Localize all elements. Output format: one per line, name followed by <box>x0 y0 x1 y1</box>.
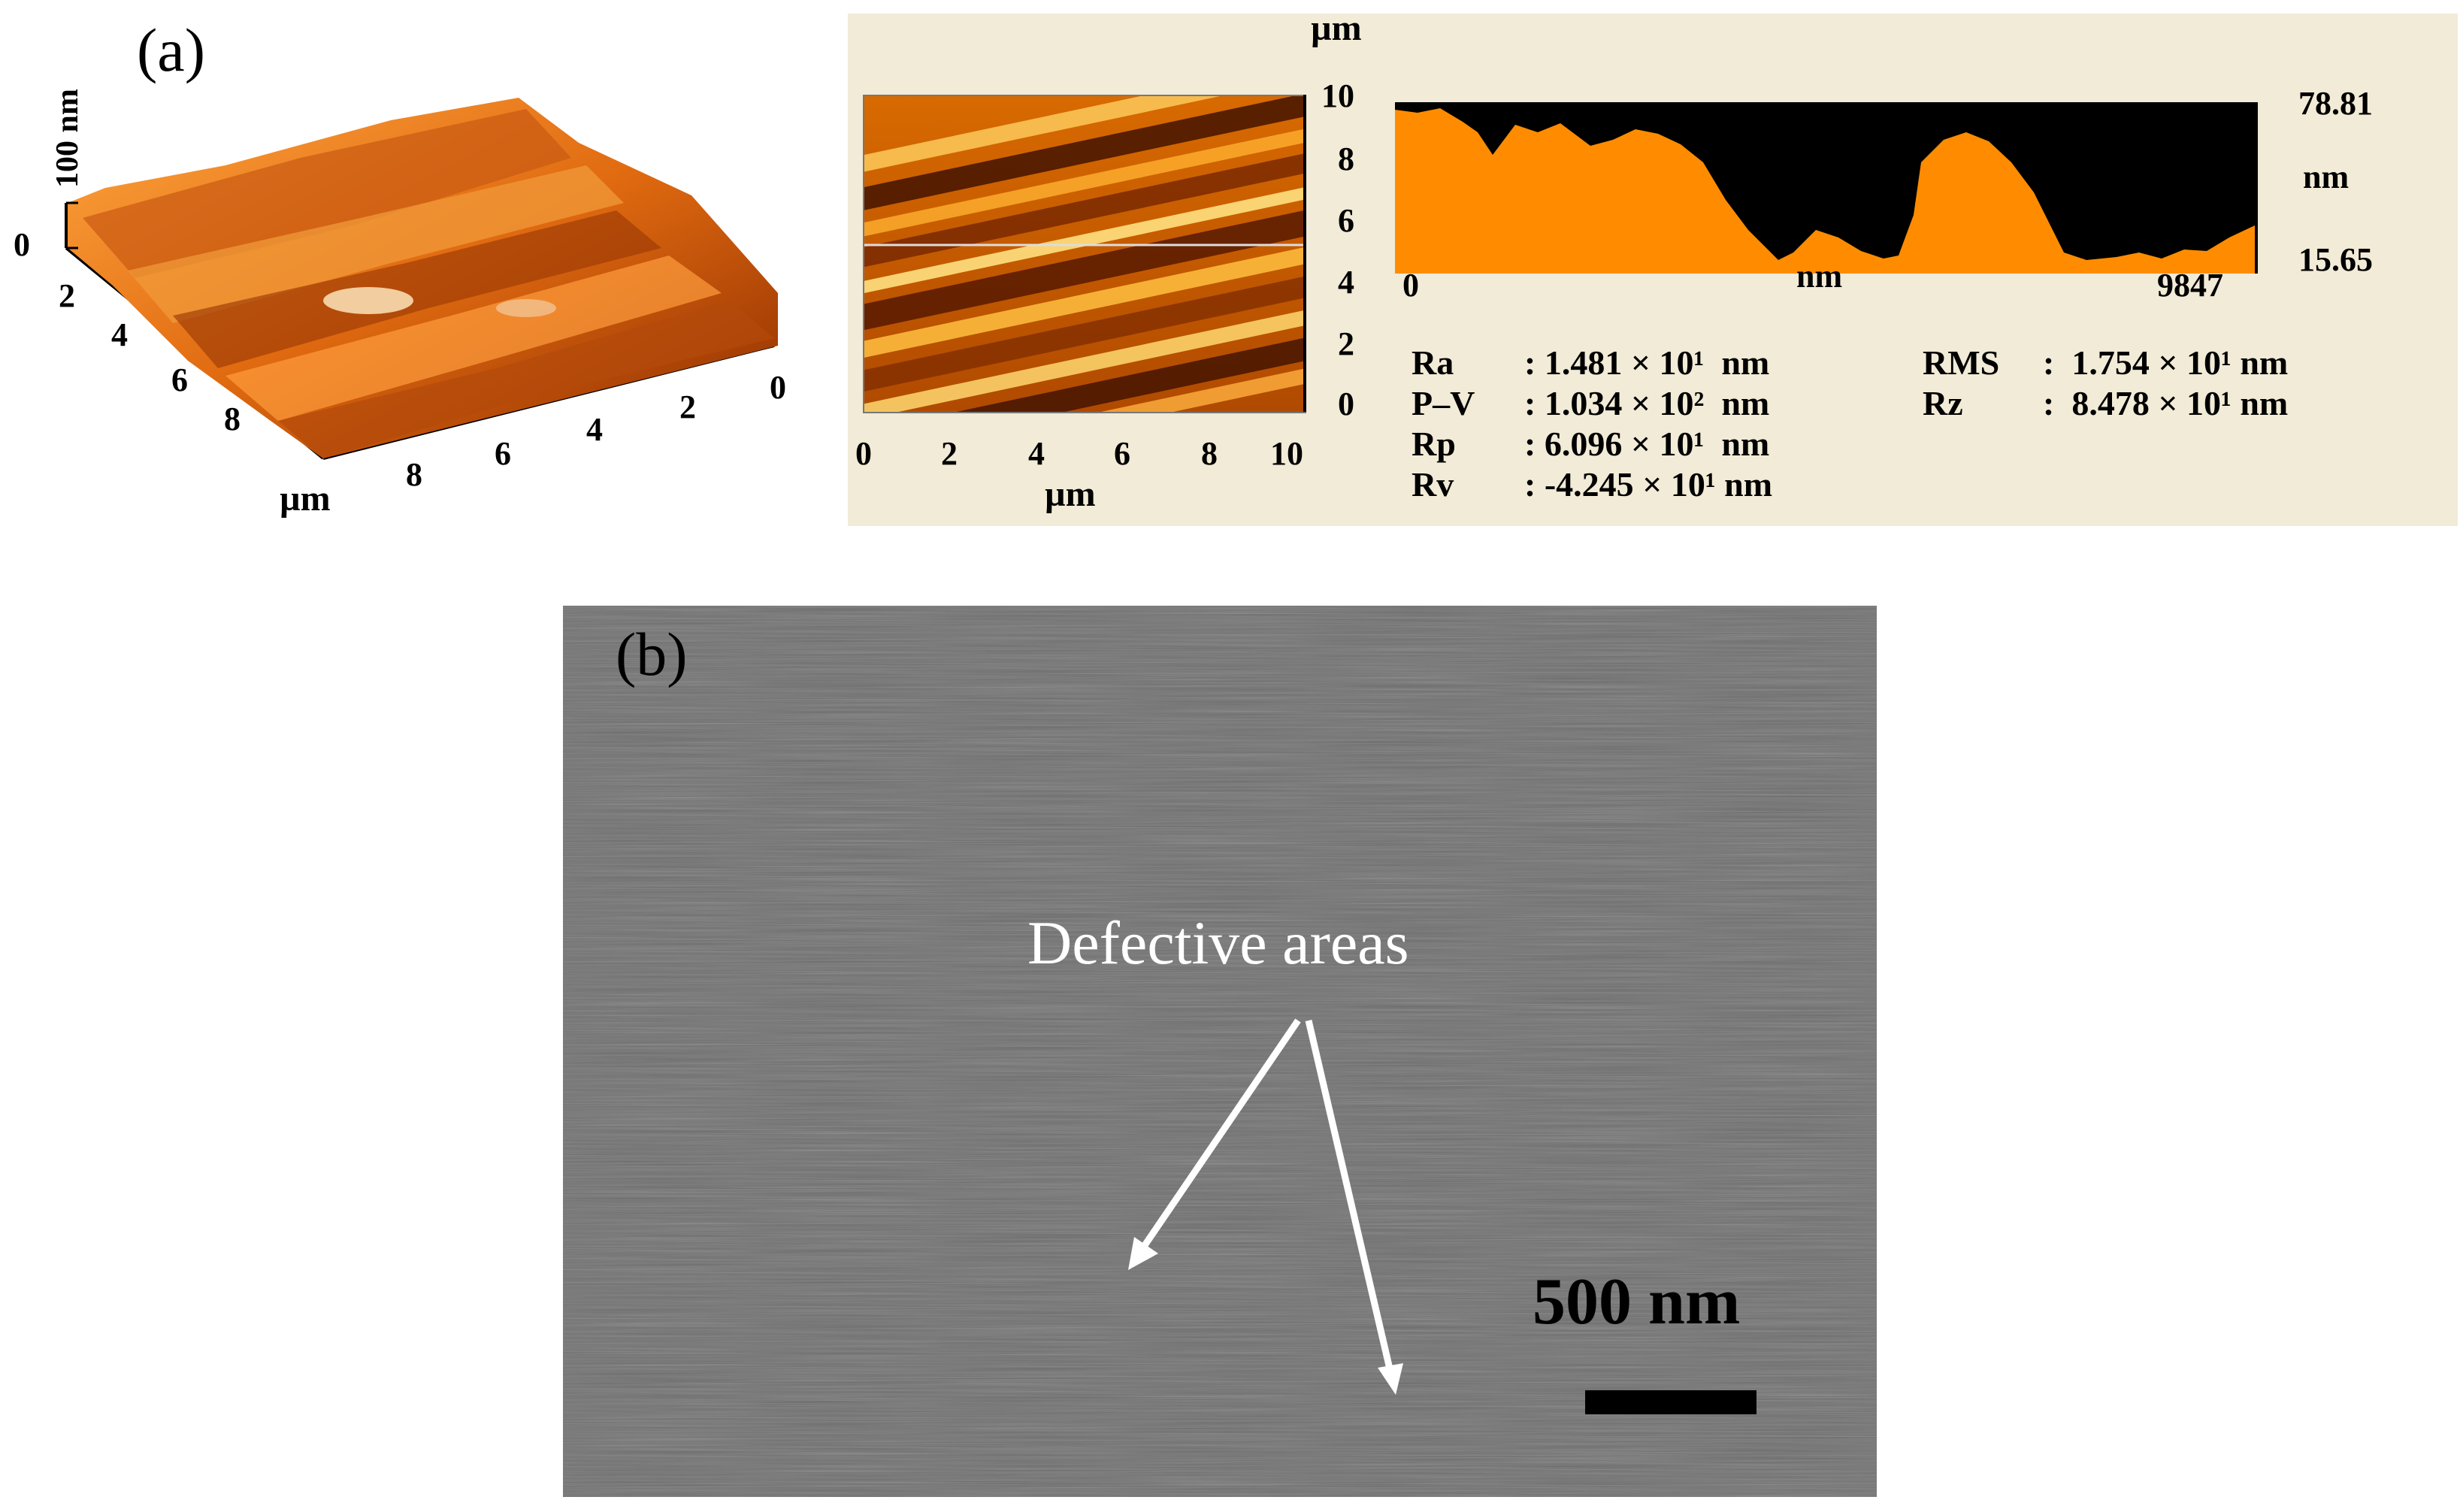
surface-3d-graphic <box>65 98 778 460</box>
roughness-rp-value: : 6.096 × 10¹ nm <box>1524 425 1770 463</box>
height-map-y-tick: 4 <box>1338 264 1354 301</box>
height-map-bottom-unit: µm <box>1045 474 1096 514</box>
sem-texture <box>563 606 1877 1497</box>
depth-tick-8: 8 <box>224 401 241 437</box>
height-map-y-tick: 6 <box>1338 202 1354 239</box>
height-map-y-axis <box>1303 95 1306 412</box>
roughness-rp-name: Rp <box>1412 425 1456 463</box>
height-map-y-tick: 8 <box>1338 141 1354 177</box>
height-map-x-tick: 2 <box>941 435 958 472</box>
roughness-ra-value: : 1.481 × 10¹ nm <box>1524 343 1770 382</box>
width-tick-8: 8 <box>406 456 422 493</box>
width-tick-2: 2 <box>679 389 696 425</box>
roughness-rz-name: Rz <box>1923 384 1963 422</box>
profile-x-unit: nm <box>1796 258 1843 295</box>
height-map-x-tick: 10 <box>1270 435 1303 472</box>
roughness-rv-name: Rv <box>1412 465 1454 503</box>
profile-right-axis <box>2255 102 2258 274</box>
sem-image: (b) Defective areas 500 nm <box>563 606 1877 1497</box>
profile-x-end: 9847 <box>2157 267 2223 304</box>
defect-annotation: Defective areas <box>1027 909 1409 977</box>
roughness-pv-name: P–V <box>1412 384 1475 422</box>
profile-y-unit: nm <box>2303 159 2350 195</box>
height-map-y-tick: 10 <box>1321 77 1354 114</box>
width-tick-4: 4 <box>586 411 603 448</box>
roughness-rz-value: : 8.478 × 10¹ nm <box>2043 384 2289 422</box>
height-map <box>863 95 1306 413</box>
profile-y-top: 78.81 <box>2298 85 2373 122</box>
line-profile <box>1395 102 2255 274</box>
z-zero-tick: 0 <box>14 226 30 263</box>
profile-y-bottom: 15.65 <box>2298 241 2373 278</box>
roughness-ra-name: Ra <box>1412 343 1454 382</box>
height-map-x-tick: 0 <box>855 435 872 472</box>
profile-x-start: 0 <box>1402 267 1419 304</box>
roughness-rv-value: : -4.245 × 10¹ nm <box>1524 465 1773 503</box>
roughness-rms-name: RMS <box>1923 343 2000 382</box>
roughness-rms-value: : 1.754 × 10¹ nm <box>2043 343 2289 382</box>
height-map-x-tick: 6 <box>1114 435 1130 472</box>
panel-a-label: (a) <box>137 16 206 84</box>
surface-unit-label: µm <box>280 479 331 519</box>
height-map-y-tick: 0 <box>1338 386 1354 422</box>
line-profile-graphic <box>1395 108 2255 274</box>
width-tick-0: 0 <box>770 369 786 406</box>
width-tick-6: 6 <box>495 435 511 472</box>
height-map-y-tick: 2 <box>1338 325 1354 362</box>
depth-tick-4: 4 <box>111 316 128 353</box>
height-map-x-tick: 8 <box>1201 435 1218 472</box>
z-axis-label: 100 nm <box>50 89 85 188</box>
height-map-top-unit: µm <box>1311 8 1362 48</box>
height-map-x-tick: 4 <box>1028 435 1045 472</box>
height-map-graphic <box>864 96 1305 412</box>
panel-b-label: (b) <box>616 620 688 688</box>
depth-tick-6: 6 <box>171 361 188 398</box>
scale-bar-label: 500 nm <box>1533 1266 1741 1338</box>
depth-tick-2: 2 <box>59 277 75 314</box>
afm-analysis-box: µm 10 8 6 4 2 0 0 2 4 6 8 10 µm 78.81 nm… <box>848 8 2458 526</box>
surface-3d-plot <box>0 45 827 541</box>
scale-bar <box>1585 1390 1756 1414</box>
roughness-pv-value: : 1.034 × 10² nm <box>1524 384 1770 422</box>
